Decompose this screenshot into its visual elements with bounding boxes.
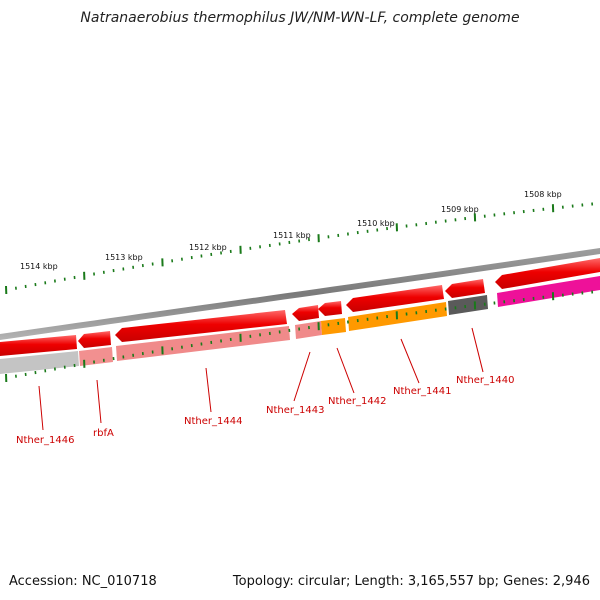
leader-nther-1442 bbox=[336, 347, 355, 394]
gene-label-nther-1440: Nther_1440 bbox=[456, 375, 514, 386]
cds-arrow-nther-1442 bbox=[318, 301, 342, 316]
map-title: Natranaerobius thermophilus JW/NM-WN-LF,… bbox=[80, 10, 520, 26]
scale-ring-outer bbox=[5, 202, 594, 295]
leader-nther-1446 bbox=[38, 385, 44, 431]
feature-gray bbox=[0, 351, 79, 374]
scale-label-1511: 1511 kbp bbox=[273, 231, 311, 240]
cds-arrow-nther-1441 bbox=[346, 285, 444, 312]
scale-label-1513: 1513 kbp bbox=[105, 253, 143, 262]
genome-summary-text: Topology: circular; Length: 3,165,557 bp… bbox=[232, 574, 590, 589]
gene-label-nther-1441: Nther_1441 bbox=[393, 386, 451, 397]
scale-label-1509: 1509 kbp bbox=[441, 205, 479, 214]
genome-backbone bbox=[0, 248, 600, 340]
gene-leaders bbox=[38, 327, 484, 431]
scale-label-1512: 1512 kbp bbox=[189, 243, 227, 252]
cds-arrow-nther-1440 bbox=[445, 279, 485, 298]
accession-text: Accession: NC_010718 bbox=[9, 574, 157, 589]
cds-arrow-nther-1446 bbox=[0, 335, 77, 356]
leader-nther-1444 bbox=[205, 367, 212, 413]
feature-orange-nther-1442 bbox=[321, 318, 346, 335]
scale-label-1514: 1514 kbp bbox=[20, 262, 58, 271]
scale-label-1510: 1510 kbp bbox=[357, 219, 395, 228]
gene-label-nther-1442: Nther_1442 bbox=[328, 396, 386, 407]
cds-arrow-rbfa bbox=[78, 331, 111, 348]
cds-arrow-nther-1444 bbox=[115, 310, 287, 342]
feature-track bbox=[0, 276, 600, 374]
cds-arrow-nther-1443 bbox=[292, 305, 319, 321]
gene-label-nther-1443: Nther_1443 bbox=[266, 405, 324, 416]
cds-arrow-next bbox=[495, 258, 600, 289]
scale-labels: 1514 kbp 1513 kbp 1512 kbp 1511 kbp 1510… bbox=[20, 190, 562, 271]
feature-pink-nther-1444 bbox=[116, 326, 290, 361]
leader-nther-1441 bbox=[400, 338, 420, 384]
gene-labels: Nther_1446 rbfA Nther_1444 Nther_1443 Nt… bbox=[16, 375, 514, 446]
feature-pink-nther-1443 bbox=[295, 321, 322, 339]
gene-label-nther-1444: Nther_1444 bbox=[184, 416, 242, 427]
scale-ring-inner bbox=[5, 290, 594, 383]
gene-label-rbfa: rbfA bbox=[93, 428, 114, 439]
leader-rbfa bbox=[96, 379, 102, 424]
gene-label-nther-1446: Nther_1446 bbox=[16, 435, 74, 446]
feature-magenta bbox=[497, 276, 600, 307]
cds-track bbox=[0, 258, 600, 356]
feature-dark-nther-1440 bbox=[448, 295, 488, 315]
leader-nther-1443 bbox=[293, 351, 311, 402]
scale-label-1508: 1508 kbp bbox=[524, 190, 562, 199]
leader-nther-1440 bbox=[471, 327, 484, 373]
